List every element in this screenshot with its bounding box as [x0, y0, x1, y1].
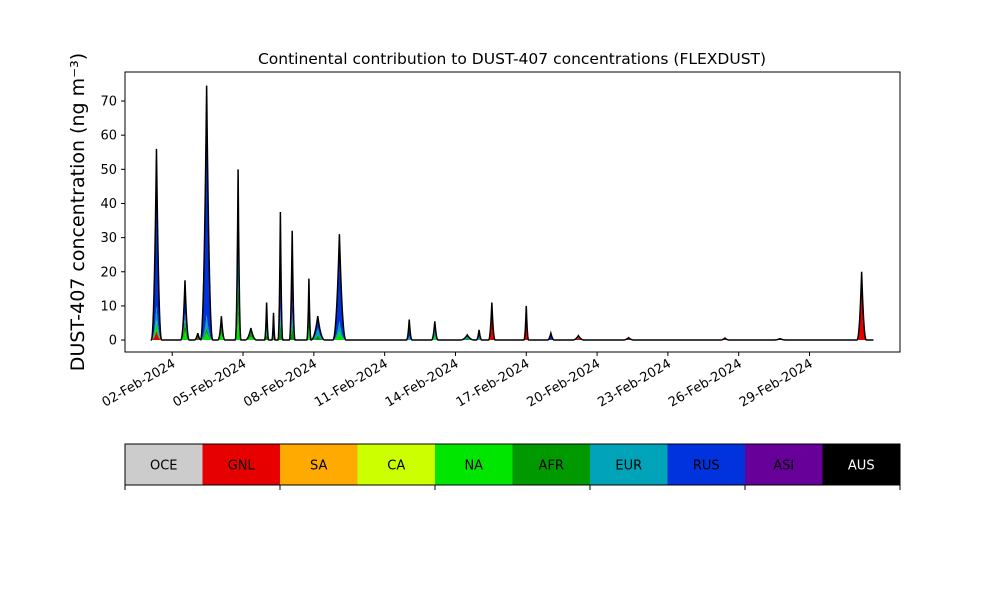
legend-label-sa: SA	[310, 459, 327, 474]
legend-frame	[124, 443, 901, 486]
legend-swatch-asi	[745, 444, 823, 485]
y-tick-label: 30	[100, 231, 117, 246]
y-tick-label: 20	[100, 265, 117, 280]
y-tick-label: 0	[109, 334, 117, 349]
x-tick-label: 20-Feb-2024	[525, 356, 604, 410]
area-gnl	[150, 282, 874, 341]
total-outline	[150, 85, 874, 341]
legend-swatch-gnl	[202, 444, 280, 485]
x-tick-label: 14-Feb-2024	[383, 356, 462, 410]
area-eur	[150, 220, 874, 341]
x-tick-label: 05-Feb-2024	[170, 356, 249, 410]
plot-frame	[124, 71, 901, 353]
legend-swatch-oce	[125, 444, 203, 485]
y-tick-label: 70	[100, 95, 117, 110]
legend-swatch-sa	[280, 444, 358, 485]
area-afr	[150, 280, 874, 341]
x-tick-label: 11-Feb-2024	[312, 356, 391, 410]
legend-label-asi: ASI	[773, 459, 794, 474]
stacked-area-plot	[150, 85, 874, 341]
area-na	[150, 282, 874, 341]
area-rus	[150, 85, 874, 341]
region-colorbar-legend: OCE GNL SA CA NA AFR EUR RUS ASI AUS	[124, 443, 901, 490]
x-tick-label: 29-Feb-2024	[737, 356, 816, 410]
legend-swatch-rus	[667, 444, 745, 485]
y-tick-label: 50	[100, 163, 117, 178]
area-ca	[150, 282, 874, 341]
y-axis-label: DUST-407 concentration (ng m⁻³)	[67, 53, 89, 371]
area-aus	[150, 85, 874, 341]
x-tick-label: 26-Feb-2024	[666, 356, 745, 410]
y-tick-label: 60	[100, 129, 117, 144]
legend-label-gnl: GNL	[228, 459, 256, 474]
legend-label-ca: CA	[387, 459, 405, 474]
y-axis: 0 10 20 30 40 50 60 70	[100, 95, 125, 349]
legend-label-na: NA	[464, 459, 483, 474]
legend-label-afr: AFR	[539, 459, 564, 474]
legend-swatch-ca	[357, 444, 435, 485]
x-tick-label: 23-Feb-2024	[595, 356, 674, 410]
legend-swatch-na	[435, 444, 513, 485]
y-tick-label: 40	[100, 197, 117, 212]
area-asi	[150, 85, 874, 341]
legend-swatch-aus	[822, 444, 900, 485]
area-sa	[150, 282, 874, 341]
x-tick-label: 08-Feb-2024	[241, 356, 320, 410]
x-tick-label: 02-Feb-2024	[100, 356, 179, 410]
legend-swatch-afr	[512, 444, 590, 485]
legend-label-oce: OCE	[150, 459, 178, 474]
legend-label-eur: EUR	[615, 459, 642, 474]
y-tick-label: 10	[100, 299, 117, 314]
legend-label-aus: AUS	[848, 459, 875, 474]
legend-swatch-eur	[590, 444, 668, 485]
chart-title: Continental contribution to DUST-407 con…	[258, 50, 766, 68]
x-tick-label: 17-Feb-2024	[454, 356, 533, 410]
x-axis: 02-Feb-202405-Feb-202408-Feb-202411-Feb-…	[100, 352, 816, 410]
legend-label-rus: RUS	[693, 459, 720, 474]
